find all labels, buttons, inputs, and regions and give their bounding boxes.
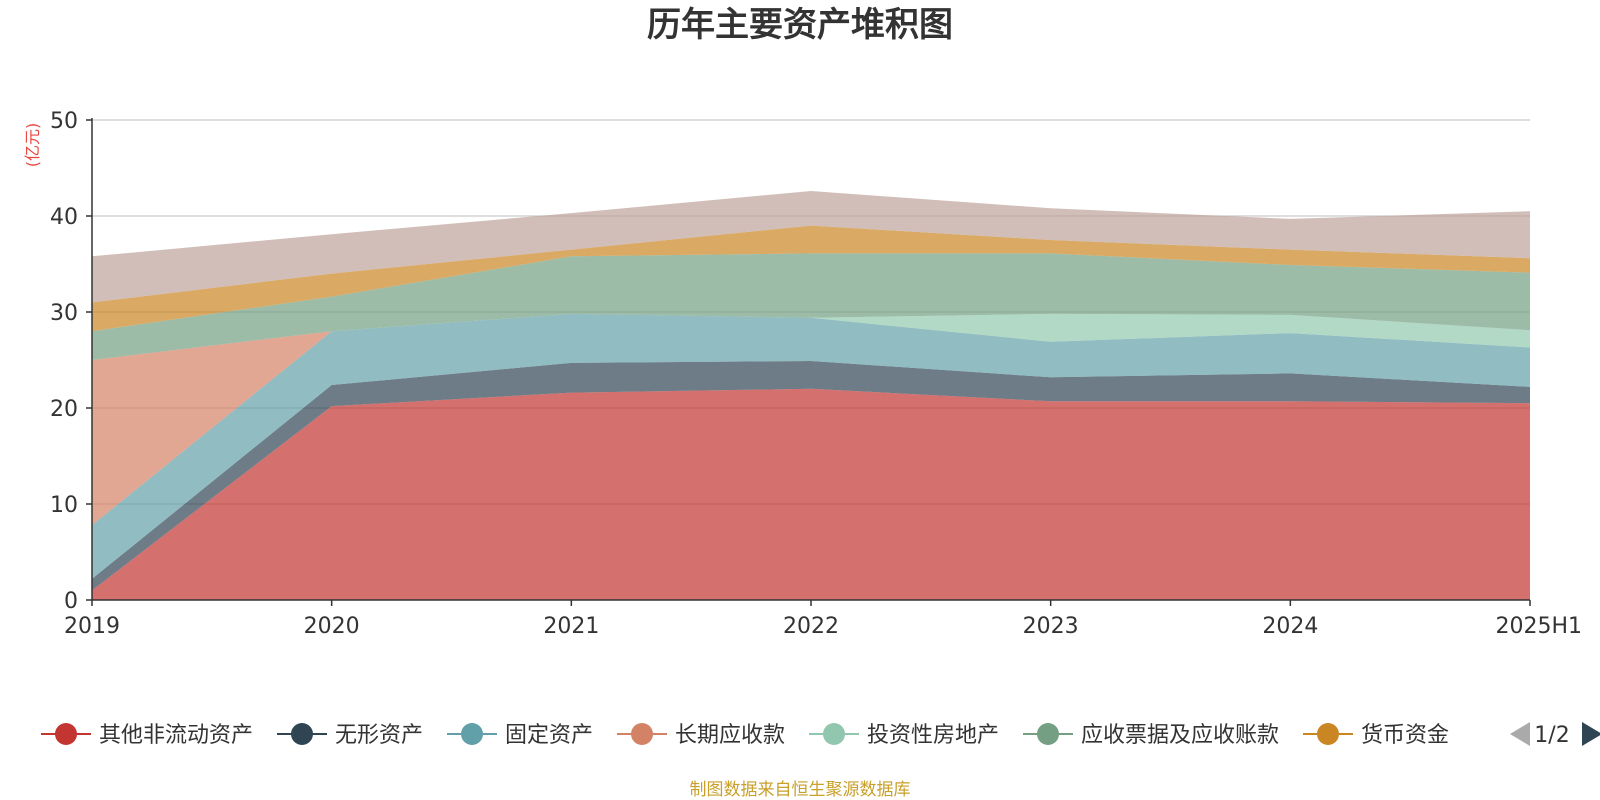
legend-marker-icon [631, 723, 653, 745]
x-tick-label: 2023 [1023, 614, 1079, 639]
y-tick-label: 30 [50, 301, 78, 326]
legend-pager: 1/2 [1510, 722, 1600, 748]
x-tick-label: 2024 [1262, 614, 1318, 639]
legend-label: 长期应收款 [675, 723, 785, 748]
area-1 [92, 361, 1530, 591]
legend-label: 其他非流动资产 [99, 723, 253, 748]
legend: 其他非流动资产 无形资产 固定资产 长期应收款 投资性房地产 应收票据及应收账款 货币资金 [41, 723, 1449, 748]
legend-label: 货币资金 [1361, 723, 1449, 748]
y-axis-unit: (亿元) [23, 123, 42, 168]
legend-label: 无形资产 [335, 723, 423, 748]
area-6 [92, 225, 1530, 332]
legend-label: 应收票据及应收账款 [1081, 723, 1279, 748]
legend-marker-icon [55, 723, 77, 745]
x-tick-label: 2021 [543, 614, 599, 639]
chart-title: 历年主要资产堆积图 [647, 5, 953, 45]
legend-item-4[interactable]: 投资性房地产 [809, 723, 999, 748]
area-5 [92, 253, 1530, 360]
x-tick-label: 2020 [304, 614, 360, 639]
legend-item-0[interactable]: 其他非流动资产 [41, 723, 253, 748]
y-tick-label: 10 [50, 493, 78, 518]
legend-marker-icon [461, 723, 483, 745]
data-source-note: 制图数据来自恒生聚源数据库 [690, 780, 911, 800]
legend-item-6[interactable]: 货币资金 [1303, 723, 1449, 748]
x-tick-label: 2025H1 [1495, 614, 1582, 639]
legend-label: 投资性房地产 [867, 723, 999, 748]
legend-marker-icon [291, 723, 313, 745]
area-2 [92, 313, 1530, 579]
legend-page-number: 1/2 [1534, 723, 1569, 748]
area-series [92, 191, 1530, 600]
x-tick-label: 2022 [783, 614, 839, 639]
area-4 [92, 313, 1530, 360]
legend-marker-icon [823, 723, 845, 745]
legend-marker-icon [1317, 723, 1339, 745]
legend-item-5[interactable]: 应收票据及应收账款 [1023, 723, 1279, 748]
area-7 [92, 191, 1530, 303]
legend-item-3[interactable]: 长期应收款 [617, 723, 785, 748]
y-tick-label: 20 [50, 397, 78, 422]
legend-item-2[interactable]: 固定资产 [447, 723, 593, 748]
x-tick-label: 2019 [64, 614, 120, 639]
axes: 0 10 20 30 40 50 2019 2020 2021 2022 2023 2024 2025H… [50, 109, 1582, 639]
y-tick-label: 40 [50, 205, 78, 230]
y-tick-label: 0 [64, 589, 78, 614]
legend-marker-icon [1037, 723, 1059, 745]
legend-next-icon[interactable] [1582, 722, 1600, 746]
area-0 [92, 388, 1530, 600]
y-tick-label: 50 [50, 109, 78, 134]
legend-item-1[interactable]: 无形资产 [277, 723, 423, 748]
legend-label: 固定资产 [505, 723, 593, 748]
legend-prev-icon[interactable] [1510, 722, 1530, 746]
